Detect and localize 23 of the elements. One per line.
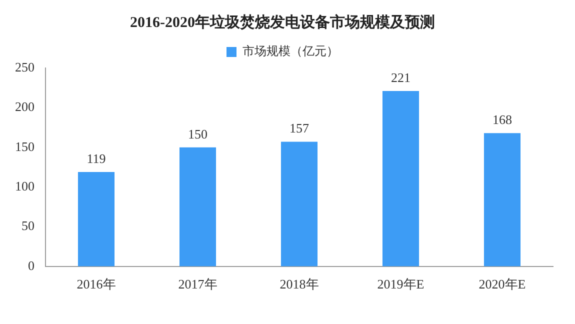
x-tick-label: 2016年 [76,276,116,292]
x-tick-label: 2018年 [280,276,319,292]
y-tick-label: 200 [15,99,34,114]
y-tick-label: 150 [15,138,34,154]
y-tick-label: 50 [22,218,34,234]
bar [280,142,318,266]
bar [78,172,115,266]
bar [179,147,216,266]
y-tick-label: 250 [15,59,34,74]
x-tick-label: 2019年E [377,276,424,292]
y-tick-label: 100 [15,178,34,194]
x-tick-label: 2020年E [478,276,526,292]
data-label: 150 [188,126,208,142]
bar [382,91,420,266]
y-tick-label: 0 [28,258,34,273]
legend-label: 市场规模（亿元） [242,44,338,58]
data-label: 119 [86,150,106,166]
chart-title: 2016-2020年垃圾焚烧发电设备市场规模及预测 [130,12,435,31]
x-tick-label: 2017年 [178,276,218,292]
data-label: 168 [492,112,512,127]
bar [484,133,521,266]
data-label: 157 [290,120,310,136]
data-label: 221 [391,70,410,85]
